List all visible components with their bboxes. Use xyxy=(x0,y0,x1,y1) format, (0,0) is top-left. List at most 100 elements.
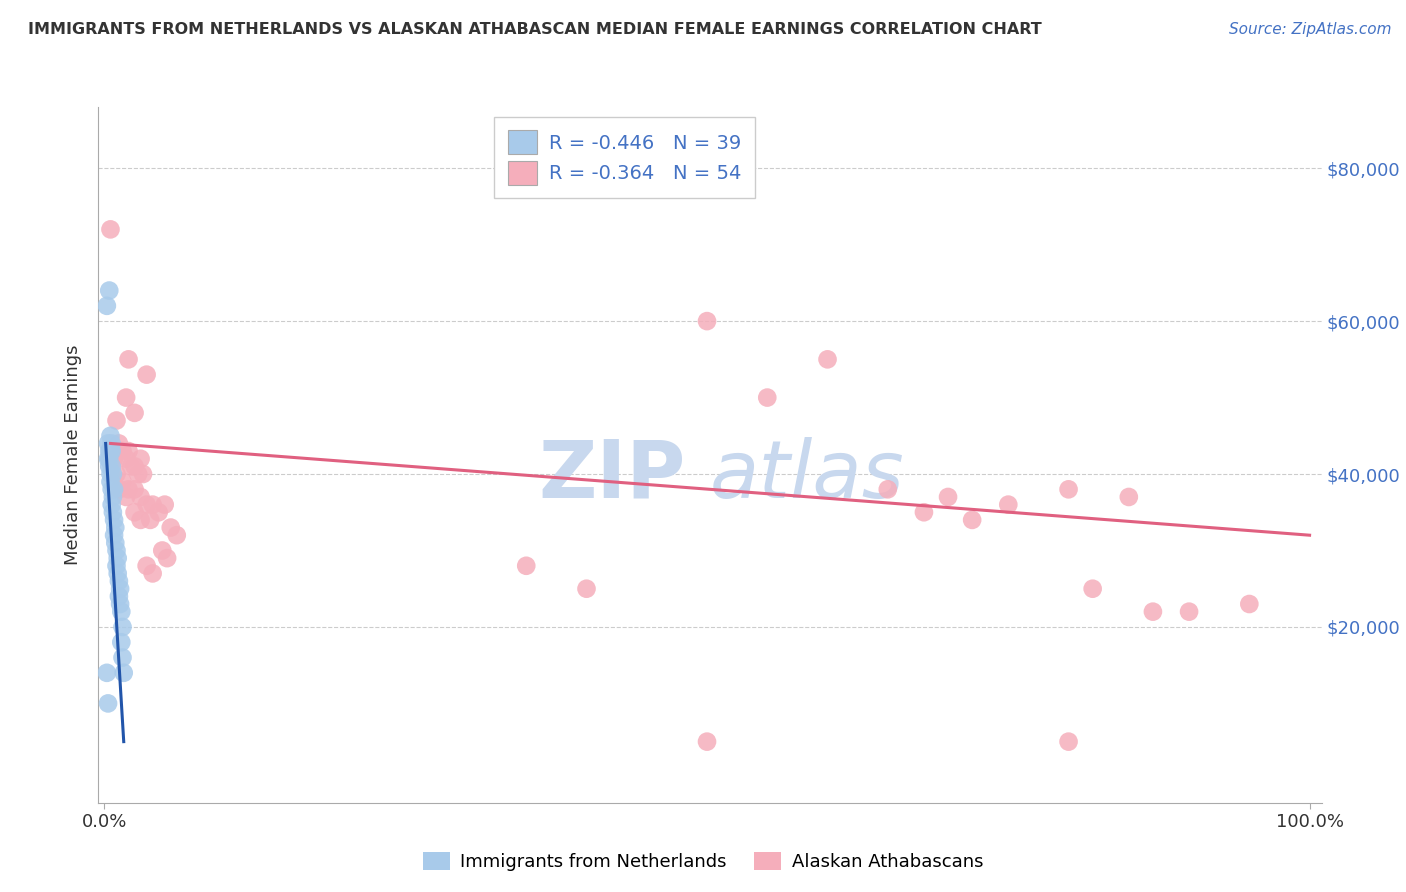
Point xyxy=(876,483,898,497)
Point xyxy=(105,413,128,427)
Point xyxy=(100,429,122,443)
Point xyxy=(153,498,176,512)
Point xyxy=(96,665,118,680)
Point xyxy=(112,665,135,680)
Point xyxy=(96,299,118,313)
Point xyxy=(98,451,121,466)
Point xyxy=(100,459,122,474)
Point xyxy=(515,558,537,573)
Point xyxy=(117,483,139,497)
Point xyxy=(111,475,134,489)
Point xyxy=(100,475,122,489)
Point xyxy=(115,490,138,504)
Point xyxy=(142,498,165,512)
Point xyxy=(139,513,162,527)
Point xyxy=(575,582,598,596)
Point xyxy=(115,391,138,405)
Point xyxy=(960,513,983,527)
Point xyxy=(129,490,152,504)
Point xyxy=(100,483,122,497)
Point xyxy=(107,551,129,566)
Point xyxy=(108,436,131,450)
Point xyxy=(108,582,131,596)
Point xyxy=(159,520,181,534)
Point xyxy=(1081,582,1104,596)
Point xyxy=(105,558,128,573)
Point xyxy=(117,352,139,367)
Point xyxy=(101,467,124,481)
Point xyxy=(108,574,131,588)
Point xyxy=(115,451,138,466)
Point xyxy=(696,734,718,748)
Point xyxy=(104,536,127,550)
Point xyxy=(98,459,121,474)
Point xyxy=(108,590,131,604)
Point xyxy=(100,222,122,236)
Point xyxy=(997,498,1019,512)
Point xyxy=(97,697,120,711)
Point xyxy=(129,451,152,466)
Point xyxy=(117,444,139,458)
Point xyxy=(110,605,132,619)
Point xyxy=(124,406,146,420)
Point xyxy=(111,620,134,634)
Legend: R = -0.446   N = 39, R = -0.364   N = 54: R = -0.446 N = 39, R = -0.364 N = 54 xyxy=(494,117,755,198)
Point xyxy=(97,436,120,450)
Point xyxy=(156,551,179,566)
Point xyxy=(124,459,146,474)
Point xyxy=(912,505,935,519)
Point xyxy=(124,505,146,519)
Point xyxy=(100,444,122,458)
Point xyxy=(110,635,132,649)
Point xyxy=(756,391,779,405)
Point xyxy=(817,352,839,367)
Point xyxy=(1142,605,1164,619)
Point xyxy=(103,483,125,497)
Point xyxy=(135,498,157,512)
Point xyxy=(105,467,128,481)
Point xyxy=(129,513,152,527)
Point xyxy=(135,558,157,573)
Text: IMMIGRANTS FROM NETHERLANDS VS ALASKAN ATHABASCAN MEDIAN FEMALE EARNINGS CORRELA: IMMIGRANTS FROM NETHERLANDS VS ALASKAN A… xyxy=(28,22,1042,37)
Point xyxy=(142,566,165,581)
Point xyxy=(107,566,129,581)
Point xyxy=(104,520,127,534)
Point xyxy=(135,368,157,382)
Point xyxy=(103,513,125,527)
Point xyxy=(105,543,128,558)
Point xyxy=(100,444,122,458)
Point xyxy=(936,490,959,504)
Point xyxy=(124,483,146,497)
Point xyxy=(100,498,122,512)
Point xyxy=(111,650,134,665)
Point xyxy=(1057,483,1080,497)
Point xyxy=(98,284,121,298)
Point xyxy=(111,444,134,458)
Point xyxy=(108,597,131,611)
Point xyxy=(148,505,170,519)
Text: atlas: atlas xyxy=(710,437,905,515)
Point xyxy=(100,467,122,481)
Point xyxy=(98,444,121,458)
Point xyxy=(108,483,131,497)
Point xyxy=(127,467,149,481)
Point xyxy=(101,490,124,504)
Point xyxy=(103,528,125,542)
Point xyxy=(1057,734,1080,748)
Point xyxy=(1178,605,1201,619)
Text: Source: ZipAtlas.com: Source: ZipAtlas.com xyxy=(1229,22,1392,37)
Point xyxy=(132,467,155,481)
Point xyxy=(166,528,188,542)
Point xyxy=(100,436,122,450)
Point xyxy=(696,314,718,328)
Y-axis label: Median Female Earnings: Median Female Earnings xyxy=(65,344,83,566)
Point xyxy=(150,543,173,558)
Point xyxy=(120,459,142,474)
Point xyxy=(1239,597,1261,611)
Text: ZIP: ZIP xyxy=(538,437,686,515)
Point xyxy=(103,451,125,466)
Legend: Immigrants from Netherlands, Alaskan Athabascans: Immigrants from Netherlands, Alaskan Ath… xyxy=(415,845,991,879)
Point xyxy=(101,505,124,519)
Point xyxy=(97,451,120,466)
Point xyxy=(1118,490,1140,504)
